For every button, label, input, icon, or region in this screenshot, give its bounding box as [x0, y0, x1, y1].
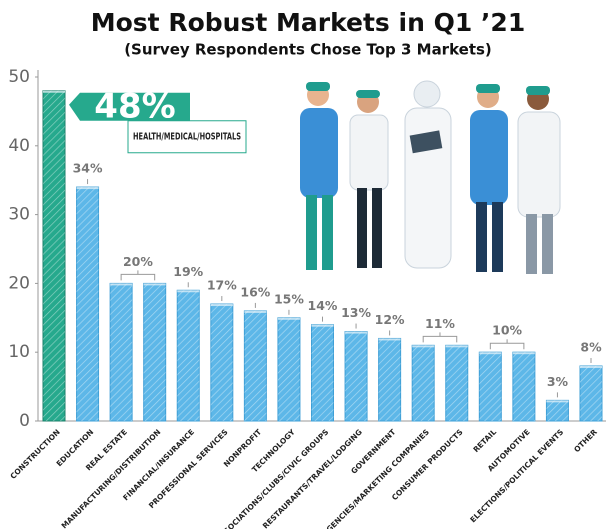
bar-hatch: [412, 345, 435, 421]
data-label: 14%: [308, 298, 338, 313]
bar-hatch: [110, 283, 133, 421]
bar-hatch: [277, 317, 300, 421]
bar-hatch: [244, 310, 267, 421]
data-label: 19%: [173, 264, 203, 279]
data-label: 15%: [274, 291, 304, 306]
bar-cap: [445, 345, 468, 348]
data-label: 8%: [580, 339, 602, 354]
bar-hatch: [210, 304, 233, 421]
data-label: 11%: [425, 316, 455, 331]
annotation-box: [127, 120, 247, 154]
data-label: 3%: [547, 374, 569, 389]
annotation: HEALTH/MEDICAL/HOSPITALS: [133, 131, 241, 142]
bar-hatch: [512, 352, 535, 421]
x-tick-label: OTHER: [572, 427, 599, 454]
y-tick-label: 30: [8, 205, 30, 225]
bar-cap: [311, 324, 334, 327]
data-label: 20%: [123, 254, 153, 269]
bar-hatch: [43, 90, 65, 421]
y-tick-label: 40: [8, 136, 30, 156]
x-tick-label: CONSTRUCTION: [8, 427, 61, 480]
data-label: 13%: [341, 305, 371, 320]
y-tick-label: 20: [8, 273, 30, 293]
bar-hatch: [177, 290, 200, 421]
bar-cap: [580, 365, 602, 368]
x-tick-label: RETAIL: [471, 427, 498, 454]
bar-cap: [277, 317, 300, 320]
data-label: 48%: [94, 86, 175, 126]
bar-cap: [110, 283, 133, 286]
bar-cap: [210, 304, 233, 307]
bar-hatch: [378, 338, 401, 421]
y-tick-label: 10: [8, 342, 30, 362]
data-label: 16%: [240, 284, 270, 299]
x-tick-label: CONSUMER PRODUCTS: [390, 427, 465, 502]
bar-cap: [345, 331, 368, 334]
bar-cap: [244, 310, 267, 313]
data-label: 10%: [492, 323, 522, 338]
bar-hatch: [76, 187, 99, 421]
bar-hatch: [143, 283, 166, 421]
bar-cap: [479, 352, 502, 355]
bar-cap: [378, 338, 401, 341]
bar-cap: [546, 400, 569, 403]
data-label: 17%: [207, 278, 237, 293]
bar-hatch: [345, 331, 368, 421]
data-label: 34%: [73, 161, 103, 176]
bar-hatch: [580, 365, 602, 421]
bar-hatch: [445, 345, 468, 421]
callout-box: [69, 92, 190, 121]
chart-subtitle: (Survey Respondents Chose Top 3 Markets): [124, 41, 492, 59]
bar-hatch: [546, 400, 569, 421]
bar-cap: [143, 283, 166, 286]
illustration: [300, 80, 561, 274]
bar-hatch: [479, 352, 502, 421]
y-tick-label: 0: [19, 411, 30, 431]
bar-cap: [412, 345, 435, 348]
bar-cap: [76, 187, 99, 190]
label-bracket: [422, 332, 458, 343]
bar-cap: [43, 90, 65, 93]
bar-cap: [177, 290, 200, 293]
bar-cap: [512, 352, 535, 355]
label-bracket: [489, 339, 525, 350]
data-label: 12%: [375, 312, 405, 327]
label-bracket: [120, 270, 156, 281]
chart-title: Most Robust Markets in Q1 ’21: [91, 8, 525, 37]
bar-hatch: [311, 324, 334, 421]
y-tick-label: 50: [8, 67, 30, 87]
